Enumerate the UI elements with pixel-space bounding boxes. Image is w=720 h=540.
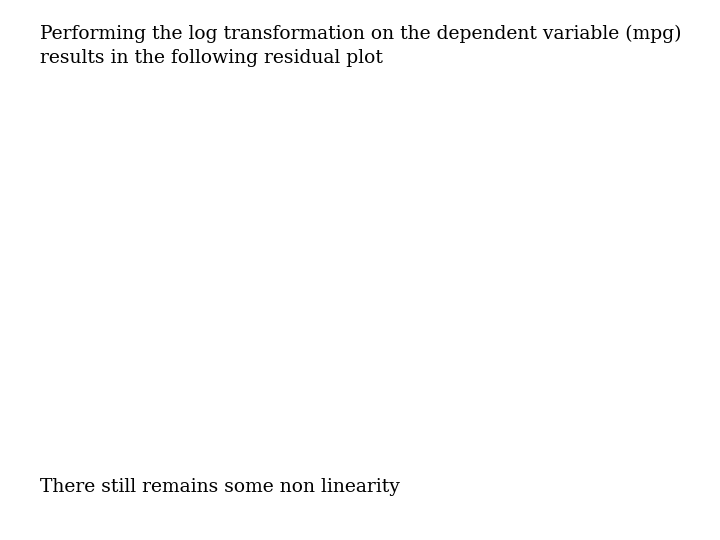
Text: There still remains some non linearity: There still remains some non linearity — [40, 478, 400, 496]
Text: Performing the log transformation on the dependent variable (mpg)
results in the: Performing the log transformation on the… — [40, 24, 681, 67]
